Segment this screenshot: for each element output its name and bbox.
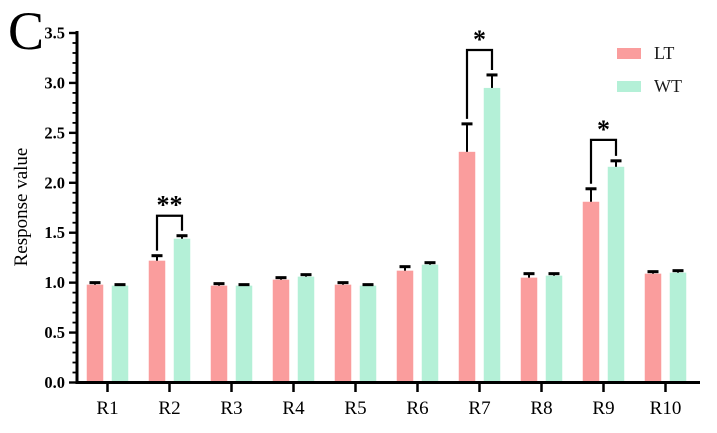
x-tick-label-R5: R5 [344, 398, 366, 419]
x-tick-label-R10: R10 [650, 398, 682, 419]
y-tick-label: 3.5 [44, 24, 65, 43]
sig-bracket-R7 [465, 48, 494, 119]
sig-label-R9: * [597, 115, 610, 144]
y-tick-label: 0.5 [44, 323, 65, 342]
lt-legend-label: LT [654, 42, 675, 63]
legend-item-lt: LT [617, 42, 682, 63]
bar-R4-LT [272, 279, 290, 383]
x-tick-label-R9: R9 [592, 398, 614, 419]
x-tick-label-R4: R4 [282, 398, 305, 419]
legend-item-wt: WT [617, 75, 682, 96]
bar-R1-WT [111, 285, 129, 383]
bar-R5-WT [359, 285, 377, 383]
bar-R7-WT [483, 87, 501, 383]
bar-R4-WT [297, 276, 315, 383]
y-tick-label: 0.0 [44, 373, 65, 392]
x-tick-label-R7: R7 [468, 398, 490, 419]
bar-R3-LT [210, 285, 228, 383]
wt-color-swatch [617, 80, 641, 92]
bar-R9-LT [582, 201, 600, 383]
x-tick-label-R2: R2 [158, 398, 180, 419]
legend: LT WT [617, 42, 682, 111]
bar-R10-LT [644, 273, 662, 383]
bar-R6-WT [421, 264, 439, 383]
bar-R7-LT [458, 151, 476, 383]
bar-R1-LT [86, 284, 104, 383]
lt-color-swatch [617, 47, 641, 59]
y-tick-label: 3.0 [44, 73, 65, 92]
bar-R10-WT [669, 272, 687, 383]
bar-R5-LT [334, 284, 352, 383]
x-tick-label-R3: R3 [220, 398, 242, 419]
bar-R2-LT [148, 260, 166, 383]
sig-label-R7: * [473, 25, 486, 54]
wt-legend-label: WT [654, 75, 682, 96]
bar-R2-WT [173, 238, 191, 383]
sig-bracket-R9 [589, 138, 618, 184]
sig-label-R2: ** [157, 191, 183, 220]
bar-R8-WT [545, 275, 563, 383]
y-tick-label: 2.0 [44, 173, 65, 192]
bar-R9-WT [607, 166, 625, 383]
y-tick-label: 1.0 [44, 273, 65, 292]
bar-R3-WT [235, 285, 253, 383]
panel-label: C [8, 1, 45, 61]
bar-R8-LT [520, 277, 538, 383]
x-tick-label-R1: R1 [96, 398, 118, 419]
y-tick-label: 1.5 [44, 223, 65, 242]
x-tick-label-R6: R6 [406, 398, 428, 419]
bar-R6-LT [396, 270, 414, 383]
sig-bracket-R2 [155, 214, 184, 251]
y-tick-label: 2.5 [44, 123, 65, 142]
x-tick-label-R8: R8 [530, 398, 552, 419]
